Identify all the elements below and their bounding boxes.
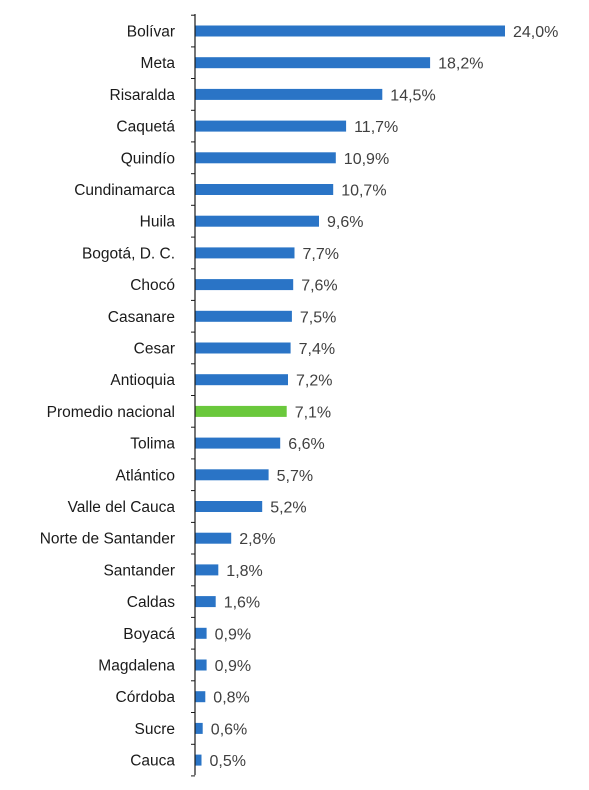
category-label-promedio-nacional: Promedio nacional bbox=[47, 404, 175, 421]
category-label-atlantico: Atlántico bbox=[116, 467, 175, 484]
category-label-sucre: Sucre bbox=[135, 721, 176, 738]
value-label-casanare: 7,5% bbox=[300, 309, 336, 326]
bar-risaralda bbox=[195, 88, 383, 100]
value-label-norte-de-santander: 2,8% bbox=[239, 531, 275, 548]
category-label-cesar: Cesar bbox=[134, 341, 175, 358]
category-label-caldas: Caldas bbox=[127, 594, 175, 611]
value-label-cundinamarca: 10,7% bbox=[341, 183, 386, 200]
category-label-bolivar: Bolívar bbox=[127, 24, 175, 41]
bar-huila bbox=[195, 215, 319, 227]
value-label-huila: 9,6% bbox=[327, 214, 363, 231]
value-label-promedio-nacional: 7,1% bbox=[295, 404, 331, 421]
bar-casanare bbox=[195, 310, 292, 322]
category-label-cordoba: Córdoba bbox=[116, 689, 176, 706]
bars-layer bbox=[191, 14, 505, 777]
bar-sucre bbox=[195, 722, 203, 734]
bar-bogota-d-c bbox=[195, 247, 295, 259]
value-label-boyaca: 0,9% bbox=[215, 626, 251, 643]
bar-cauca bbox=[195, 754, 202, 766]
value-labels-layer: 24,0% 18,2%14,5% 11,7% 10,9% 10,7% 9,6% 7,7% 7,… bbox=[210, 24, 559, 770]
bar-bolivar bbox=[195, 25, 505, 37]
value-label-meta: 18,2% bbox=[438, 56, 483, 73]
category-label-bogota-d-c: Bogotá, D. C. bbox=[82, 245, 175, 262]
value-label-tolima: 6,6% bbox=[288, 436, 324, 453]
bar-norte-de-santander bbox=[195, 532, 232, 544]
bar-caldas bbox=[195, 596, 216, 608]
value-label-antioquia: 7,2% bbox=[296, 373, 332, 390]
category-label-quindio: Quindío bbox=[121, 150, 175, 167]
category-label-choco: Chocó bbox=[130, 277, 175, 294]
bar-cesar bbox=[195, 342, 291, 354]
category-label-cauca: Cauca bbox=[130, 753, 175, 770]
value-label-quindio: 10,9% bbox=[344, 151, 389, 168]
bar-atlantico bbox=[195, 469, 269, 481]
value-label-bogota-d-c: 7,7% bbox=[303, 246, 339, 263]
category-labels-layer: Bolívar Meta Risaralda Caquetá Quindío Cundin… bbox=[40, 24, 176, 770]
value-label-valle-del-cauca: 5,2% bbox=[270, 500, 306, 517]
category-label-tolima: Tolima bbox=[130, 436, 175, 453]
category-label-antioquia: Antioquia bbox=[110, 372, 175, 389]
category-label-cundinamarca: Cundinamarca bbox=[74, 182, 175, 199]
category-label-magdalena: Magdalena bbox=[98, 658, 175, 675]
value-label-risaralda: 14,5% bbox=[390, 87, 435, 104]
bar-quindio bbox=[195, 152, 336, 164]
bar-antioquia bbox=[195, 374, 288, 386]
value-label-caldas: 1,6% bbox=[224, 595, 260, 612]
value-label-choco: 7,6% bbox=[301, 278, 337, 295]
value-label-cauca: 0,5% bbox=[210, 753, 246, 770]
category-label-risaralda: Risaralda bbox=[110, 87, 176, 104]
category-label-casanare: Casanare bbox=[108, 309, 175, 326]
bar-valle-del-cauca bbox=[195, 501, 263, 512]
category-label-boyaca: Boyacá bbox=[123, 626, 175, 643]
bar-santander bbox=[195, 564, 219, 576]
bar-boyaca bbox=[195, 627, 207, 639]
value-label-magdalena: 0,9% bbox=[215, 658, 251, 675]
bar-tolima bbox=[195, 437, 281, 449]
value-label-sucre: 0,6% bbox=[211, 721, 247, 738]
category-label-norte-de-santander: Norte de Santander bbox=[40, 531, 175, 548]
category-label-caqueta: Caquetá bbox=[116, 119, 175, 136]
category-label-meta: Meta bbox=[141, 55, 176, 72]
bar-meta bbox=[195, 57, 431, 69]
value-label-caqueta: 11,7% bbox=[354, 119, 398, 136]
bar-magdalena bbox=[195, 659, 207, 671]
value-label-cordoba: 0,8% bbox=[213, 690, 249, 707]
value-label-santander: 1,8% bbox=[226, 563, 262, 580]
bar-promedio-nacional bbox=[195, 405, 287, 417]
category-label-santander: Santander bbox=[103, 562, 175, 579]
bar-cordoba bbox=[195, 691, 206, 703]
bar-choco bbox=[195, 279, 294, 291]
category-label-huila: Huila bbox=[140, 214, 176, 231]
value-label-bolivar: 24,0% bbox=[513, 24, 558, 41]
bar-caqueta bbox=[195, 120, 347, 132]
bar-cundinamarca bbox=[195, 184, 334, 195]
category-label-valle-del-cauca: Valle del Cauca bbox=[68, 499, 176, 516]
value-label-atlantico: 5,7% bbox=[277, 468, 313, 485]
value-label-cesar: 7,4% bbox=[299, 341, 335, 358]
